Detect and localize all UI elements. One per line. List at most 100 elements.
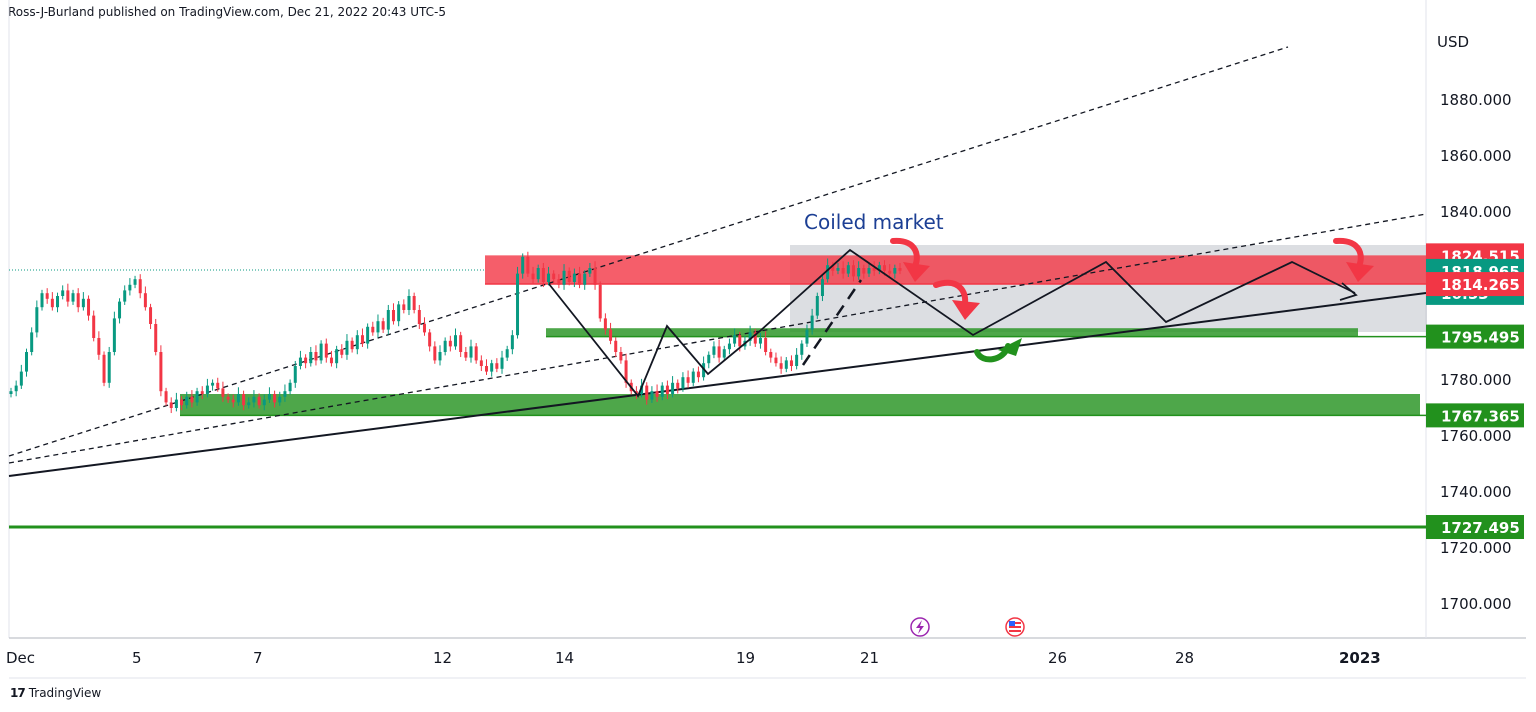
candle-body [893, 268, 897, 274]
candle-body [505, 349, 509, 358]
x-tick-label: 28 [1175, 649, 1194, 667]
candle-body [242, 394, 246, 406]
candle-body [185, 396, 189, 406]
candle-body [531, 273, 535, 280]
candle-body [221, 388, 225, 397]
candle-body [200, 391, 204, 394]
candle-body [118, 301, 122, 319]
candle-body [593, 268, 597, 285]
candle-body [159, 352, 163, 392]
candle-body [619, 352, 623, 361]
candle-body [510, 335, 514, 350]
candle-body [717, 346, 721, 358]
candle-body [650, 391, 654, 400]
candle-body [815, 296, 819, 316]
candle-body [30, 332, 34, 352]
candle-body [516, 273, 520, 336]
candle-body [696, 371, 700, 378]
historic-zigzag-path [548, 248, 1356, 398]
candle-body [97, 338, 101, 355]
x-tick-label: 2023 [1339, 649, 1381, 667]
candle-body [712, 346, 716, 355]
candle-body [820, 279, 824, 296]
candle-body [422, 324, 426, 333]
x-axis-ticks: Dec 5 7 12 14 19 21 26 28 2023 [6, 649, 1381, 667]
candle-body [231, 399, 235, 403]
candle-body [309, 352, 313, 364]
x-tick-label: 7 [253, 649, 263, 667]
candle-body [572, 273, 576, 282]
price-tag-bg [1426, 403, 1524, 428]
candle-body [211, 382, 215, 386]
candle-body [831, 265, 835, 271]
x-tick-label: 5 [132, 649, 142, 667]
candle-body [552, 273, 556, 280]
candle-body [350, 340, 354, 350]
candle-body [92, 315, 96, 338]
tradingview-brand[interactable]: TradingView [28, 686, 102, 700]
chart-header: Ross-J-Burland published on TradingView.… [8, 5, 447, 19]
candle-body [143, 293, 147, 308]
footer: 17 TradingView [10, 686, 101, 700]
candle-body [888, 270, 892, 274]
candle-body [329, 357, 333, 364]
price-tag-label: 1727.495 [1441, 519, 1520, 537]
candle-body [567, 270, 571, 282]
candle-body [345, 340, 349, 355]
candle-body [469, 346, 473, 358]
candle-body [727, 343, 731, 350]
candle-body [402, 304, 406, 310]
candle-body [314, 352, 318, 361]
candle-body [681, 377, 685, 389]
candle-body [267, 394, 271, 400]
candle-body [324, 343, 328, 358]
candle-body [205, 385, 209, 394]
red-curved-arrow-3 [1333, 237, 1374, 282]
y-tick-label: 1880.000 [1440, 91, 1512, 109]
candle-body [851, 265, 855, 277]
price-tag-bg [1426, 272, 1524, 297]
x-tick-label: 26 [1048, 649, 1067, 667]
candle-body [774, 357, 778, 364]
candle-body [485, 366, 489, 372]
candle-body [56, 296, 60, 308]
candle-body [61, 290, 65, 296]
candles-layer [9, 251, 902, 414]
candle-body [624, 360, 628, 383]
green-curved-arrow [974, 338, 1022, 363]
candle-body [614, 340, 618, 352]
us-flag-event-icon[interactable] [1005, 617, 1025, 637]
candle-body [371, 326, 375, 333]
candle-body [128, 284, 132, 291]
tradingview-logo-icon[interactable]: 17 [10, 686, 26, 700]
candle-body [35, 307, 39, 333]
y-tick-label: 1700.000 [1440, 595, 1512, 613]
zones-layer [9, 255, 1426, 529]
candle-body [464, 352, 468, 358]
coiled-market-label: Coiled market [804, 210, 944, 234]
middle-channel-dashed-line [8, 213, 1427, 464]
candle-body [71, 293, 75, 302]
candle-body [459, 335, 463, 352]
lightning-event-icon[interactable] [910, 617, 930, 637]
candle-body [877, 265, 881, 271]
candle-body [40, 293, 44, 308]
price-tag-label: 1814.265 [1441, 276, 1520, 294]
candle-body [190, 396, 194, 403]
candle-body [810, 315, 814, 330]
candle-body [795, 354, 799, 366]
x-tick-label: Dec [6, 649, 35, 667]
candle-body [557, 279, 561, 285]
candle-body [841, 268, 845, 274]
candle-body [521, 256, 525, 274]
candle-body [66, 290, 70, 302]
candle-body [149, 307, 153, 324]
candle-body [247, 402, 251, 406]
candle-body [495, 363, 499, 369]
candle-body [738, 335, 742, 347]
candle-body [588, 268, 592, 274]
candle-body [417, 310, 421, 324]
lower-trend-solid-line [8, 292, 1427, 477]
candle-body [603, 318, 607, 330]
